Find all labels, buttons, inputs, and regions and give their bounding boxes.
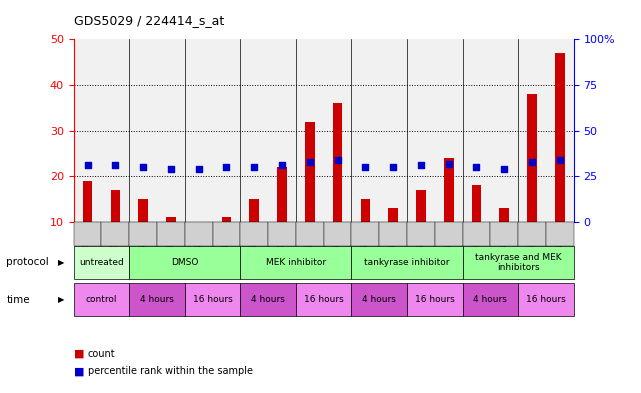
Text: untreated: untreated xyxy=(79,258,124,267)
Bar xyxy=(351,39,379,222)
Text: time: time xyxy=(6,295,30,305)
Point xyxy=(333,157,343,163)
Text: count: count xyxy=(88,349,115,359)
Bar xyxy=(129,39,157,222)
Bar xyxy=(157,39,185,222)
Bar xyxy=(213,39,240,222)
Text: GDS5029 / 224414_s_at: GDS5029 / 224414_s_at xyxy=(74,15,224,28)
Bar xyxy=(527,94,537,222)
Bar xyxy=(416,190,426,222)
Bar xyxy=(444,158,454,222)
Text: 4 hours: 4 hours xyxy=(140,295,174,304)
Bar xyxy=(388,208,398,222)
Text: ▶: ▶ xyxy=(58,295,64,304)
Bar xyxy=(490,39,518,222)
Point xyxy=(110,162,121,169)
Point xyxy=(416,162,426,169)
Point xyxy=(194,166,204,172)
Point xyxy=(388,164,398,171)
Bar xyxy=(101,39,129,222)
Bar xyxy=(555,53,565,222)
Bar xyxy=(83,181,92,222)
Bar xyxy=(138,199,148,222)
Text: 4 hours: 4 hours xyxy=(474,295,507,304)
Text: tankyrase and MEK
inhibitors: tankyrase and MEK inhibitors xyxy=(475,253,562,272)
Point xyxy=(304,159,315,165)
Text: MEK inhibitor: MEK inhibitor xyxy=(266,258,326,267)
Point xyxy=(166,166,176,172)
Bar xyxy=(74,39,101,222)
Point xyxy=(471,164,481,171)
Bar xyxy=(546,39,574,222)
Bar xyxy=(379,39,407,222)
Bar xyxy=(360,199,370,222)
Point xyxy=(554,157,565,163)
Bar xyxy=(240,39,268,222)
Bar xyxy=(305,121,315,222)
Text: control: control xyxy=(86,295,117,304)
Bar xyxy=(499,208,509,222)
Text: 4 hours: 4 hours xyxy=(251,295,285,304)
Bar xyxy=(324,39,351,222)
Point xyxy=(83,162,93,169)
Text: 16 hours: 16 hours xyxy=(415,295,454,304)
Text: percentile rank within the sample: percentile rank within the sample xyxy=(88,366,253,376)
Text: DMSO: DMSO xyxy=(171,258,199,267)
Bar xyxy=(463,39,490,222)
Text: protocol: protocol xyxy=(6,257,49,267)
Bar xyxy=(333,103,342,222)
Point xyxy=(221,164,231,171)
Text: ▶: ▶ xyxy=(58,258,64,267)
Bar xyxy=(407,39,435,222)
Text: tankyrase inhibitor: tankyrase inhibitor xyxy=(364,258,450,267)
Point xyxy=(249,164,260,171)
Bar xyxy=(435,39,463,222)
Bar xyxy=(222,217,231,222)
Point xyxy=(444,160,454,167)
Bar xyxy=(472,185,481,222)
Point xyxy=(277,162,287,169)
Bar xyxy=(518,39,546,222)
Bar xyxy=(296,39,324,222)
Point xyxy=(360,164,370,171)
Bar xyxy=(268,39,296,222)
Point xyxy=(138,164,148,171)
Bar xyxy=(277,167,287,222)
Point xyxy=(499,166,510,172)
Bar xyxy=(185,39,213,222)
Bar xyxy=(166,217,176,222)
Text: 16 hours: 16 hours xyxy=(526,295,566,304)
Text: 16 hours: 16 hours xyxy=(193,295,233,304)
Bar xyxy=(249,199,259,222)
Text: ■: ■ xyxy=(74,366,84,376)
Text: 4 hours: 4 hours xyxy=(362,295,396,304)
Point xyxy=(527,159,537,165)
Text: ■: ■ xyxy=(74,349,84,359)
Text: 16 hours: 16 hours xyxy=(304,295,344,304)
Bar xyxy=(110,190,121,222)
